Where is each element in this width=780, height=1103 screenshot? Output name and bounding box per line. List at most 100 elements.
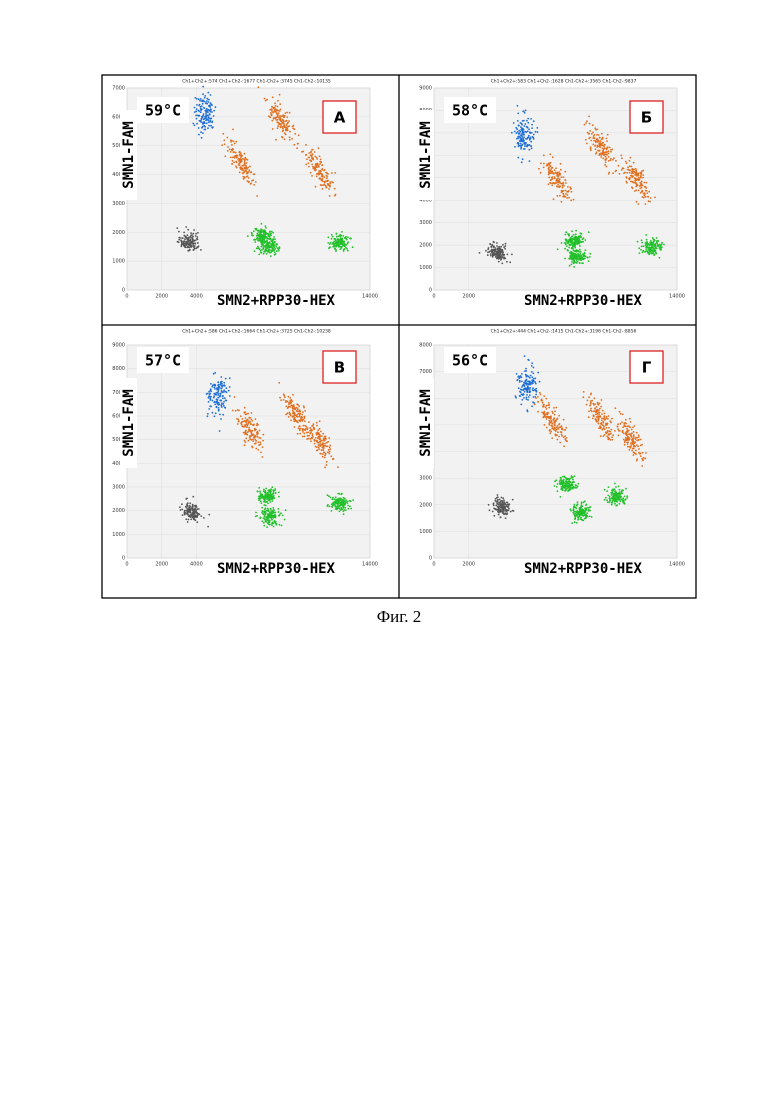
droplet (223, 405, 225, 407)
droplet (245, 441, 247, 443)
droplet (620, 497, 622, 499)
droplet (604, 164, 606, 166)
droplet (213, 397, 215, 399)
droplet (253, 437, 255, 439)
droplet (231, 163, 233, 165)
droplet (561, 434, 563, 436)
droplet (326, 175, 328, 177)
droplet (325, 454, 327, 456)
droplet (263, 512, 265, 514)
droplet (270, 251, 272, 253)
droplet (629, 172, 631, 174)
droplet (543, 163, 545, 165)
droplet (293, 421, 295, 423)
droplet (603, 148, 605, 150)
droplet (240, 154, 242, 156)
droplet (259, 495, 261, 497)
droplet (263, 517, 265, 519)
droplet (557, 483, 559, 485)
droplet (585, 508, 587, 510)
droplet (580, 518, 582, 520)
droplet (269, 231, 271, 233)
x-tick-label: 0 (125, 294, 128, 300)
droplet (501, 258, 503, 260)
droplet (567, 242, 569, 244)
droplet (339, 499, 341, 501)
droplet (630, 435, 632, 437)
droplet (198, 98, 200, 100)
droplet (312, 433, 314, 435)
droplet (617, 423, 619, 425)
droplet (238, 164, 240, 166)
droplet (573, 234, 575, 236)
droplet (314, 156, 316, 158)
droplet (260, 500, 262, 502)
droplet (266, 253, 268, 255)
droplet (187, 512, 189, 514)
droplet (521, 381, 523, 383)
droplet (206, 122, 208, 124)
droplet (568, 197, 570, 199)
droplet (594, 397, 596, 399)
droplet (271, 515, 273, 517)
droplet (581, 510, 583, 512)
droplet (552, 412, 554, 414)
droplet (573, 238, 575, 240)
droplet (310, 151, 312, 153)
droplet (531, 382, 533, 384)
droplet (630, 421, 632, 423)
droplet (479, 252, 481, 254)
droplet (572, 487, 574, 489)
droplet (209, 114, 211, 116)
droplet (255, 440, 257, 442)
droplet (349, 237, 351, 239)
droplet (503, 256, 505, 258)
droplet (498, 508, 500, 510)
droplet (203, 100, 205, 102)
droplet (304, 410, 306, 412)
droplet (274, 522, 276, 524)
droplet (322, 180, 324, 182)
droplet (187, 514, 189, 516)
droplet (318, 433, 320, 435)
droplet (619, 503, 621, 505)
droplet (586, 256, 588, 258)
droplet (596, 146, 598, 148)
droplet (280, 399, 282, 401)
droplet (557, 184, 559, 186)
droplet (334, 498, 336, 500)
droplet (649, 201, 651, 203)
droplet (647, 243, 649, 245)
droplet (520, 137, 522, 139)
droplet (600, 406, 602, 408)
droplet (263, 253, 265, 255)
droplet (346, 239, 348, 241)
droplet (628, 179, 630, 181)
droplet (326, 186, 328, 188)
droplet (494, 254, 496, 256)
droplet (530, 118, 532, 120)
droplet (637, 203, 639, 205)
droplet (199, 100, 201, 102)
droplet (267, 490, 269, 492)
droplet (522, 158, 524, 160)
droplet (206, 98, 208, 100)
droplet (498, 261, 500, 263)
x-axis-label: SMN2+RPP30-HEX (217, 561, 336, 577)
droplet (641, 465, 643, 467)
droplet (192, 233, 194, 235)
droplet (569, 478, 571, 480)
droplet (521, 144, 523, 146)
droplet (508, 508, 510, 510)
droplet (271, 239, 273, 241)
droplet (257, 240, 259, 242)
droplet (631, 432, 633, 434)
droplet (321, 435, 323, 437)
droplet (269, 501, 271, 503)
droplet (532, 387, 534, 389)
droplet (571, 191, 573, 193)
y-tick-label: 7000 (112, 86, 125, 92)
droplet (210, 383, 212, 385)
droplet (265, 501, 267, 503)
y-tick-label: 3000 (419, 220, 432, 226)
